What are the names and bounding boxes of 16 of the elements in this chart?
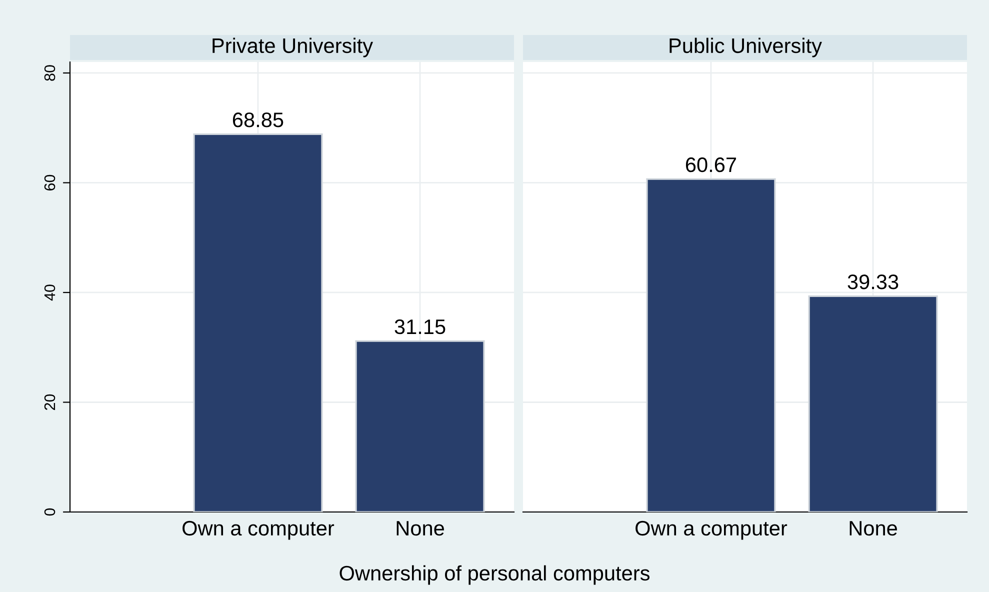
y-tick-label: 40: [44, 284, 56, 301]
y-tick-label: 80: [44, 65, 56, 81]
x-tick-label: None: [396, 521, 444, 536]
data-label: 31.15: [394, 319, 446, 334]
x-axis-title: Ownership of personal computers: [340, 565, 650, 585]
y-tick-label: 0: [44, 508, 56, 516]
data-label: 68.85: [232, 112, 284, 128]
data-label: 60.67: [686, 157, 736, 172]
y-tick-label: 20: [44, 394, 56, 410]
data-label: 39.33: [848, 274, 898, 290]
y-tick-label: 60: [44, 174, 56, 190]
x-tick-label: None: [850, 521, 897, 536]
chart-title: Private University: [212, 38, 374, 58]
x-tick-label: Own a computer: [636, 520, 788, 540]
chart-title: Public University: [670, 38, 822, 58]
x-tick-label: Own a computer: [182, 520, 334, 540]
